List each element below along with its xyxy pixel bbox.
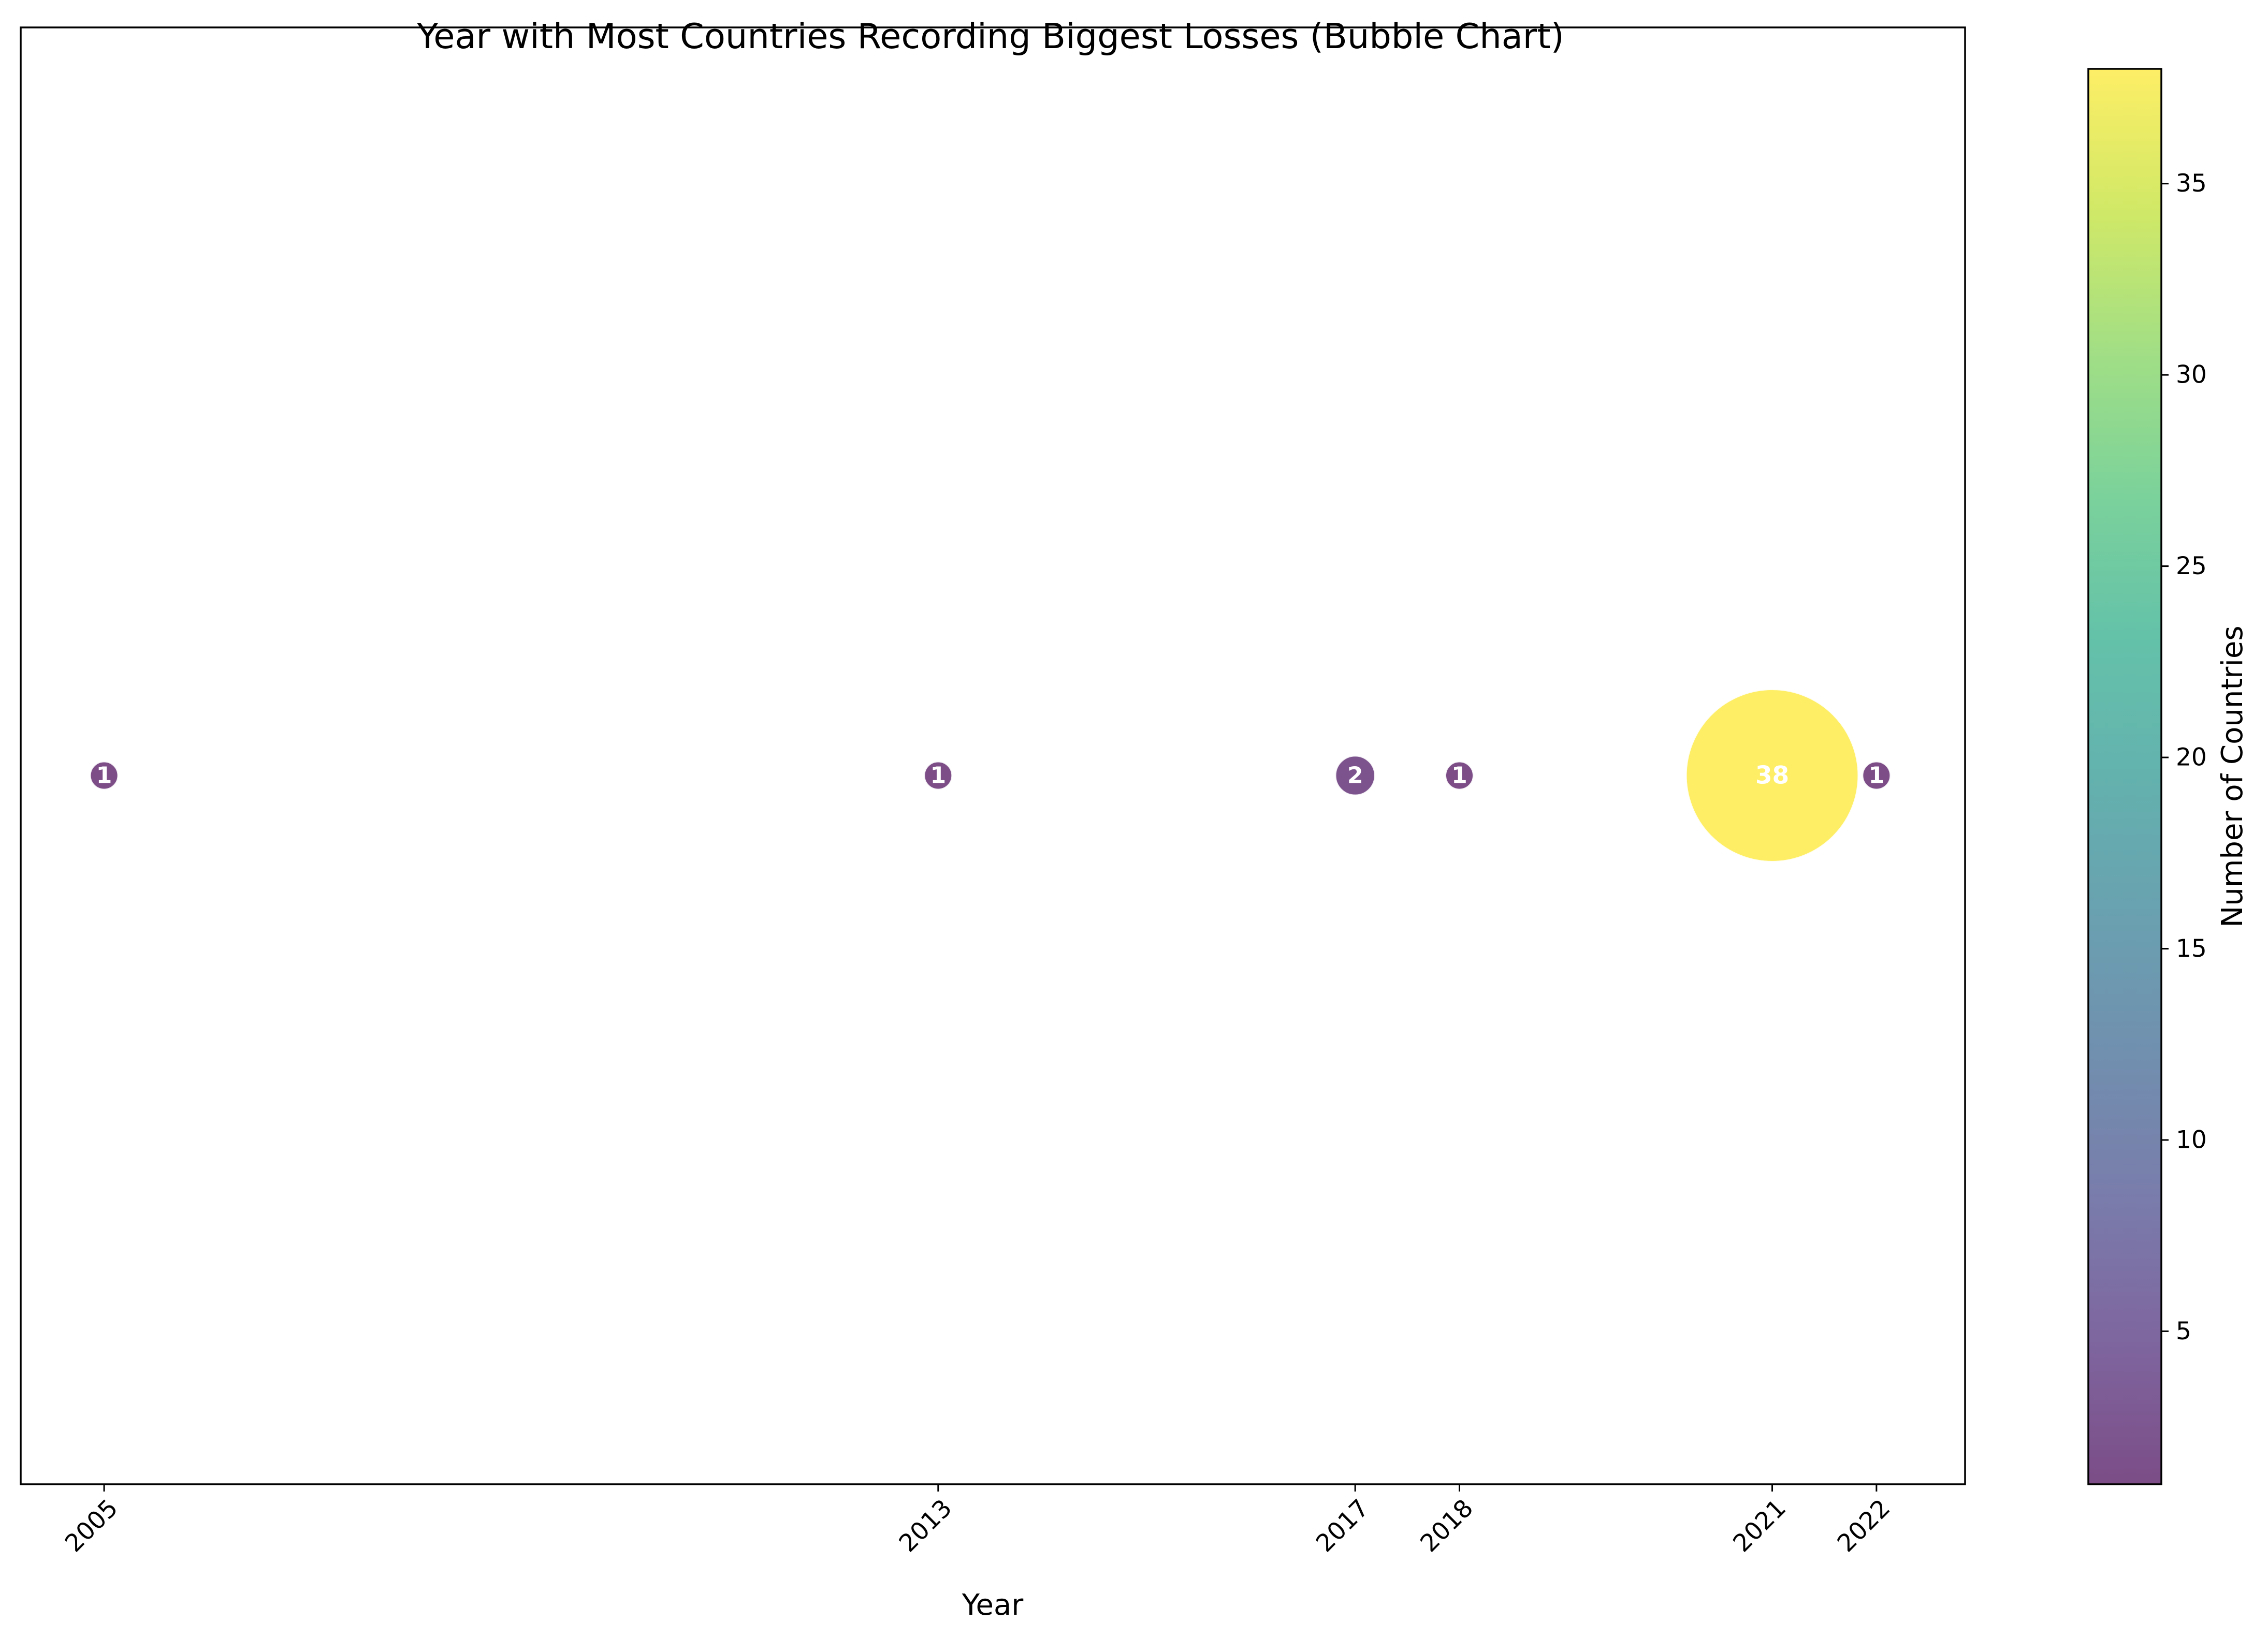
bubble-2018 — [1444, 761, 1474, 791]
colorbar-ticks: 5 10 15 20 25 30 35 — [2161, 169, 2207, 1346]
x-axis-label: Year — [962, 1588, 1024, 1622]
x-tick-label-2021: 2021 — [1727, 1494, 1791, 1558]
plot-area-frame — [20, 26, 1966, 1485]
colorbar — [2088, 69, 2161, 1484]
chart-title: Year with Most Countries Recording Bigge… — [416, 16, 1564, 56]
x-tick-label-2018: 2018 — [1415, 1494, 1478, 1558]
bubble-label-2021: 38 — [1755, 762, 1789, 790]
colorbar-tick-label-35: 35 — [2176, 169, 2207, 198]
x-tick-label-2013: 2013 — [894, 1494, 957, 1558]
colorbar-tick-label-25: 25 — [2176, 552, 2207, 580]
colorbar-label: Number of Countries — [2216, 625, 2249, 927]
colorbar-tick-label-15: 15 — [2176, 934, 2207, 963]
colorbar-frame — [2087, 68, 2162, 1485]
bubble-label-2017: 2 — [1347, 763, 1363, 789]
bubble-2017 — [1334, 755, 1376, 796]
bubble-2013 — [923, 761, 953, 791]
bubble-label-2005: 1 — [96, 763, 112, 789]
x-axis-ticks: 2005 2013 2017 2018 2021 2022 — [60, 1484, 1896, 1558]
bubble-label-2022: 1 — [1869, 763, 1885, 789]
bubble-2022 — [1862, 761, 1892, 791]
bubble-label-2013: 1 — [930, 763, 946, 789]
x-tick-label-2022: 2022 — [1832, 1494, 1896, 1558]
bubble-label-2018: 1 — [1451, 763, 1467, 789]
colorbar-tick-label-10: 10 — [2176, 1126, 2207, 1154]
x-tick-label-2005: 2005 — [60, 1494, 123, 1558]
colorbar-tick-label-20: 20 — [2176, 743, 2207, 772]
bubble-series: 1 1 2 1 38 1 — [89, 689, 1892, 863]
bubble-2005 — [89, 761, 119, 791]
x-tick-label-2017: 2017 — [1311, 1494, 1374, 1558]
bubble-2021 — [1685, 689, 1859, 863]
colorbar-tick-label-5: 5 — [2176, 1317, 2191, 1346]
colorbar-tick-label-30: 30 — [2176, 361, 2207, 389]
